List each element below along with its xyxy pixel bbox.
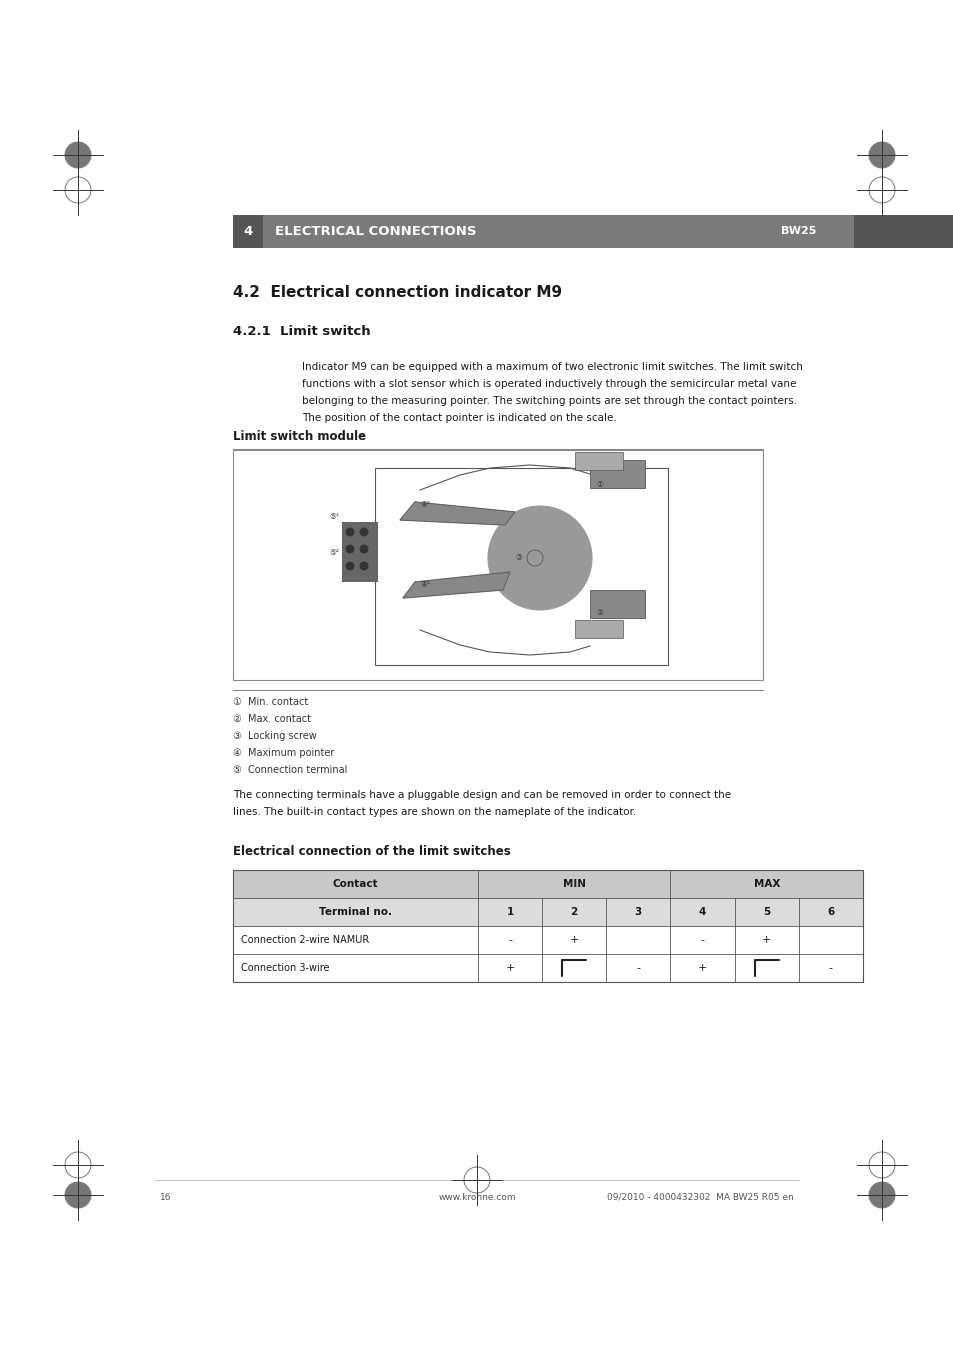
Bar [233, 215, 953, 248]
Bar [233, 869, 862, 981]
Circle shape [868, 1183, 894, 1208]
Text: 1: 1 [506, 907, 513, 917]
Text: ⑤¹: ⑤¹ [329, 512, 338, 521]
Text: -: - [508, 936, 512, 945]
Text: 4: 4 [699, 907, 705, 917]
Text: ⑤²: ⑤² [329, 548, 338, 558]
Bar [341, 522, 377, 582]
Circle shape [359, 562, 368, 570]
Circle shape [346, 545, 354, 554]
Text: 4.2  Electrical connection indicator M9: 4.2 Electrical connection indicator M9 [233, 285, 561, 300]
Text: -: - [700, 936, 704, 945]
Text: MAX: MAX [753, 879, 780, 890]
Bar [233, 450, 762, 680]
Text: MIN: MIN [562, 879, 585, 890]
Bar [853, 215, 953, 248]
Circle shape [65, 1183, 91, 1208]
Text: The connecting terminals have a pluggable design and can be removed in order to : The connecting terminals have a pluggabl… [233, 790, 730, 801]
Circle shape [359, 545, 368, 554]
Text: www.krohne.com: www.krohne.com [437, 1192, 516, 1202]
Text: Contact: Contact [333, 879, 378, 890]
Text: ①  Min. contact: ① Min. contact [233, 697, 308, 707]
Circle shape [346, 528, 354, 536]
Text: Terminal no.: Terminal no. [318, 907, 392, 917]
Text: -: - [636, 963, 639, 973]
Text: lines. The built-in contact types are shown on the nameplate of the indicator.: lines. The built-in contact types are sh… [233, 807, 636, 817]
Text: BW25: BW25 [781, 227, 816, 236]
Bar [575, 452, 622, 470]
Bar [233, 215, 263, 248]
Circle shape [65, 142, 91, 167]
Text: 6: 6 [826, 907, 834, 917]
Text: ③: ③ [515, 554, 521, 563]
Text: Connection 2-wire NAMUR: Connection 2-wire NAMUR [241, 936, 369, 945]
Circle shape [359, 528, 368, 536]
Text: ⑤  Connection terminal: ⑤ Connection terminal [233, 765, 347, 775]
Polygon shape [399, 502, 515, 525]
Text: ④²: ④² [419, 500, 430, 509]
Text: ②: ② [596, 608, 602, 617]
Text: +: + [569, 936, 578, 945]
Text: 3: 3 [634, 907, 641, 917]
Text: +: + [698, 963, 706, 973]
Text: 16: 16 [160, 1192, 172, 1202]
Text: 2: 2 [570, 907, 578, 917]
Text: ④  Maximum pointer: ④ Maximum pointer [233, 748, 334, 757]
Bar [375, 468, 667, 666]
Text: belonging to the measuring pointer. The switching points are set through the con: belonging to the measuring pointer. The … [302, 396, 797, 406]
Text: 5: 5 [762, 907, 770, 917]
Polygon shape [402, 572, 510, 598]
Circle shape [488, 506, 592, 610]
Bar [233, 898, 862, 926]
Text: Limit switch module: Limit switch module [233, 431, 366, 443]
Bar [589, 590, 644, 618]
Circle shape [511, 529, 568, 587]
Text: ③  Locking screw: ③ Locking screw [233, 730, 316, 741]
Circle shape [868, 142, 894, 167]
Text: -: - [828, 963, 832, 973]
Text: Indicator M9 can be equipped with a maximum of two electronic limit switches. Th: Indicator M9 can be equipped with a maxi… [302, 362, 802, 373]
Text: ②  Max. contact: ② Max. contact [233, 714, 311, 724]
Text: ①: ① [596, 481, 602, 489]
Text: ④¹: ④¹ [419, 580, 430, 589]
Text: functions with a slot sensor which is operated inductively through the semicircu: functions with a slot sensor which is op… [302, 379, 796, 389]
Text: +: + [761, 936, 771, 945]
Text: +: + [505, 963, 515, 973]
Text: ELECTRICAL CONNECTIONS: ELECTRICAL CONNECTIONS [274, 225, 476, 238]
Bar [575, 620, 622, 639]
Text: Connection 3-wire: Connection 3-wire [241, 963, 329, 973]
Bar [233, 869, 862, 898]
Text: 4: 4 [243, 225, 253, 238]
Text: Electrical connection of the limit switches: Electrical connection of the limit switc… [233, 845, 510, 859]
Text: 09/2010 - 4000432302  MA BW25 R05 en: 09/2010 - 4000432302 MA BW25 R05 en [607, 1192, 793, 1202]
Text: The position of the contact pointer is indicated on the scale.: The position of the contact pointer is i… [302, 413, 616, 423]
Circle shape [346, 562, 354, 570]
Text: 4.2.1  Limit switch: 4.2.1 Limit switch [233, 325, 370, 338]
Bar [589, 460, 644, 487]
